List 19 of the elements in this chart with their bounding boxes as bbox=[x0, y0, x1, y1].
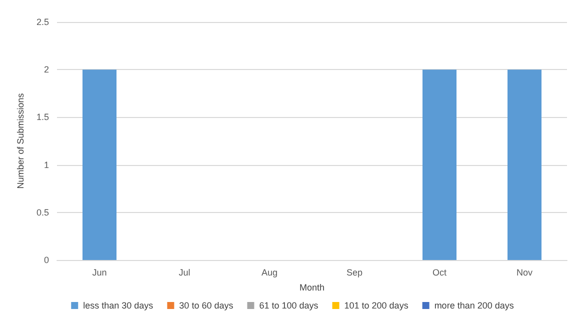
x-axis-title: Month bbox=[299, 282, 325, 292]
y-tick-label: 1.5 bbox=[36, 112, 49, 122]
x-tick-label: Jun bbox=[92, 268, 107, 278]
y-axis-title: Number of Submissions bbox=[16, 92, 26, 189]
legend-label: 61 to 100 days bbox=[259, 300, 319, 310]
legend-label: 30 to 60 days bbox=[179, 300, 234, 310]
legend-label: more than 200 days bbox=[434, 300, 514, 310]
legend-label: less than 30 days bbox=[83, 300, 154, 310]
y-tick-label: 2 bbox=[44, 64, 49, 75]
y-tick-label: 0 bbox=[44, 255, 49, 265]
x-tick-label: Sep bbox=[346, 268, 363, 278]
y-tick-label: 2.5 bbox=[36, 17, 49, 27]
x-tick-label: Aug bbox=[261, 268, 278, 278]
legend-label: 101 to 200 days bbox=[344, 300, 409, 310]
y-tick-label: 0.5 bbox=[36, 207, 49, 218]
x-tick-label: Nov bbox=[516, 268, 533, 278]
y-tick-label: 1 bbox=[44, 160, 49, 170]
x-tick-label: Jul bbox=[178, 268, 190, 278]
x-tick-label: Oct bbox=[432, 268, 447, 278]
